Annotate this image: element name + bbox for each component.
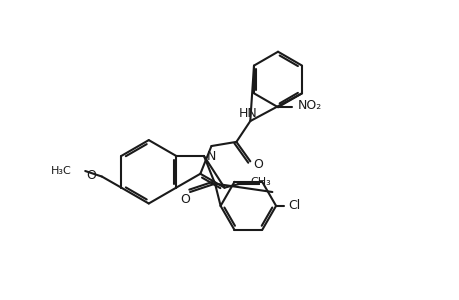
Text: O: O bbox=[86, 169, 96, 182]
Text: O: O bbox=[180, 194, 190, 206]
Text: HN: HN bbox=[238, 106, 257, 120]
Text: CH₃: CH₃ bbox=[250, 177, 270, 187]
Text: Cl: Cl bbox=[287, 200, 300, 212]
Text: O: O bbox=[253, 158, 263, 171]
Text: H₃C: H₃C bbox=[50, 166, 71, 176]
Text: N: N bbox=[207, 150, 216, 164]
Text: NO₂: NO₂ bbox=[297, 99, 321, 112]
